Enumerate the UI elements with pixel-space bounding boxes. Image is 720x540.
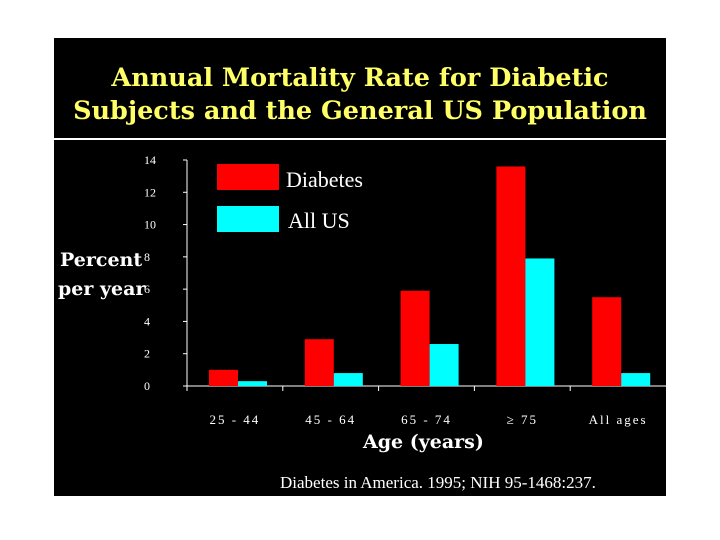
x-tick-label: ≥ 75 (507, 412, 538, 427)
x-tick-label: 65 - 74 (401, 412, 452, 427)
y-tick-label: 12 (144, 185, 156, 199)
slide: Annual Mortality Rate for Diabetic Subje… (54, 38, 666, 496)
y-tick-labels: 0 2 4 6 8 10 12 14 (144, 153, 156, 393)
x-tick-labels: 25 - 44 45 - 64 65 - 74 ≥ 75 All ages (209, 412, 648, 427)
bar-diabetes (304, 339, 334, 386)
legend-label-diabetes: Diabetes (286, 167, 363, 192)
bar-all-us (525, 258, 555, 386)
bar-diabetes (496, 166, 526, 386)
y-axis-label-line-2: per year (58, 278, 146, 300)
x-tick-label: 25 - 44 (209, 412, 260, 427)
title-divider (54, 138, 666, 140)
y-tick-label: 10 (144, 218, 156, 232)
bar-all-us (429, 344, 459, 386)
chart-bars (209, 166, 651, 386)
y-tick-label: 0 (144, 379, 150, 393)
y-tick-label: 8 (144, 250, 150, 264)
x-axis-label: Age (years) (362, 431, 484, 453)
bar-all-us (621, 373, 651, 386)
y-tick-label: 14 (144, 153, 156, 167)
x-tick-label: 45 - 64 (305, 412, 356, 427)
legend-label-all-us: All US (288, 208, 350, 233)
legend-swatch-diabetes (217, 164, 279, 190)
y-tick-label: 6 (144, 282, 150, 296)
y-tick-label: 4 (144, 314, 150, 328)
source-citation: Diabetes in America. 1995; NIH 95-1468:2… (280, 473, 596, 492)
bar-diabetes (400, 290, 430, 386)
bar-diabetes (592, 297, 622, 386)
chart-title: Annual Mortality Rate for Diabetic Subje… (54, 62, 666, 128)
y-axis-label-line-1: Percent (60, 249, 142, 271)
y-tick-label: 2 (144, 347, 150, 361)
bar-all-us (333, 373, 363, 386)
bar-all-us (238, 381, 267, 386)
bar-diabetes (209, 369, 238, 386)
x-tick-label: All ages (589, 412, 648, 427)
chart-title-line-1: Annual Mortality Rate for Diabetic (111, 63, 609, 93)
legend-swatch-all-us (217, 206, 279, 232)
bar-chart: 0 2 4 6 8 10 12 14 25 - 44 45 - 64 65 - 74 ≥ 75 All… (58, 153, 666, 492)
chart-title-line-2: Subjects and the General US Population (73, 96, 647, 126)
